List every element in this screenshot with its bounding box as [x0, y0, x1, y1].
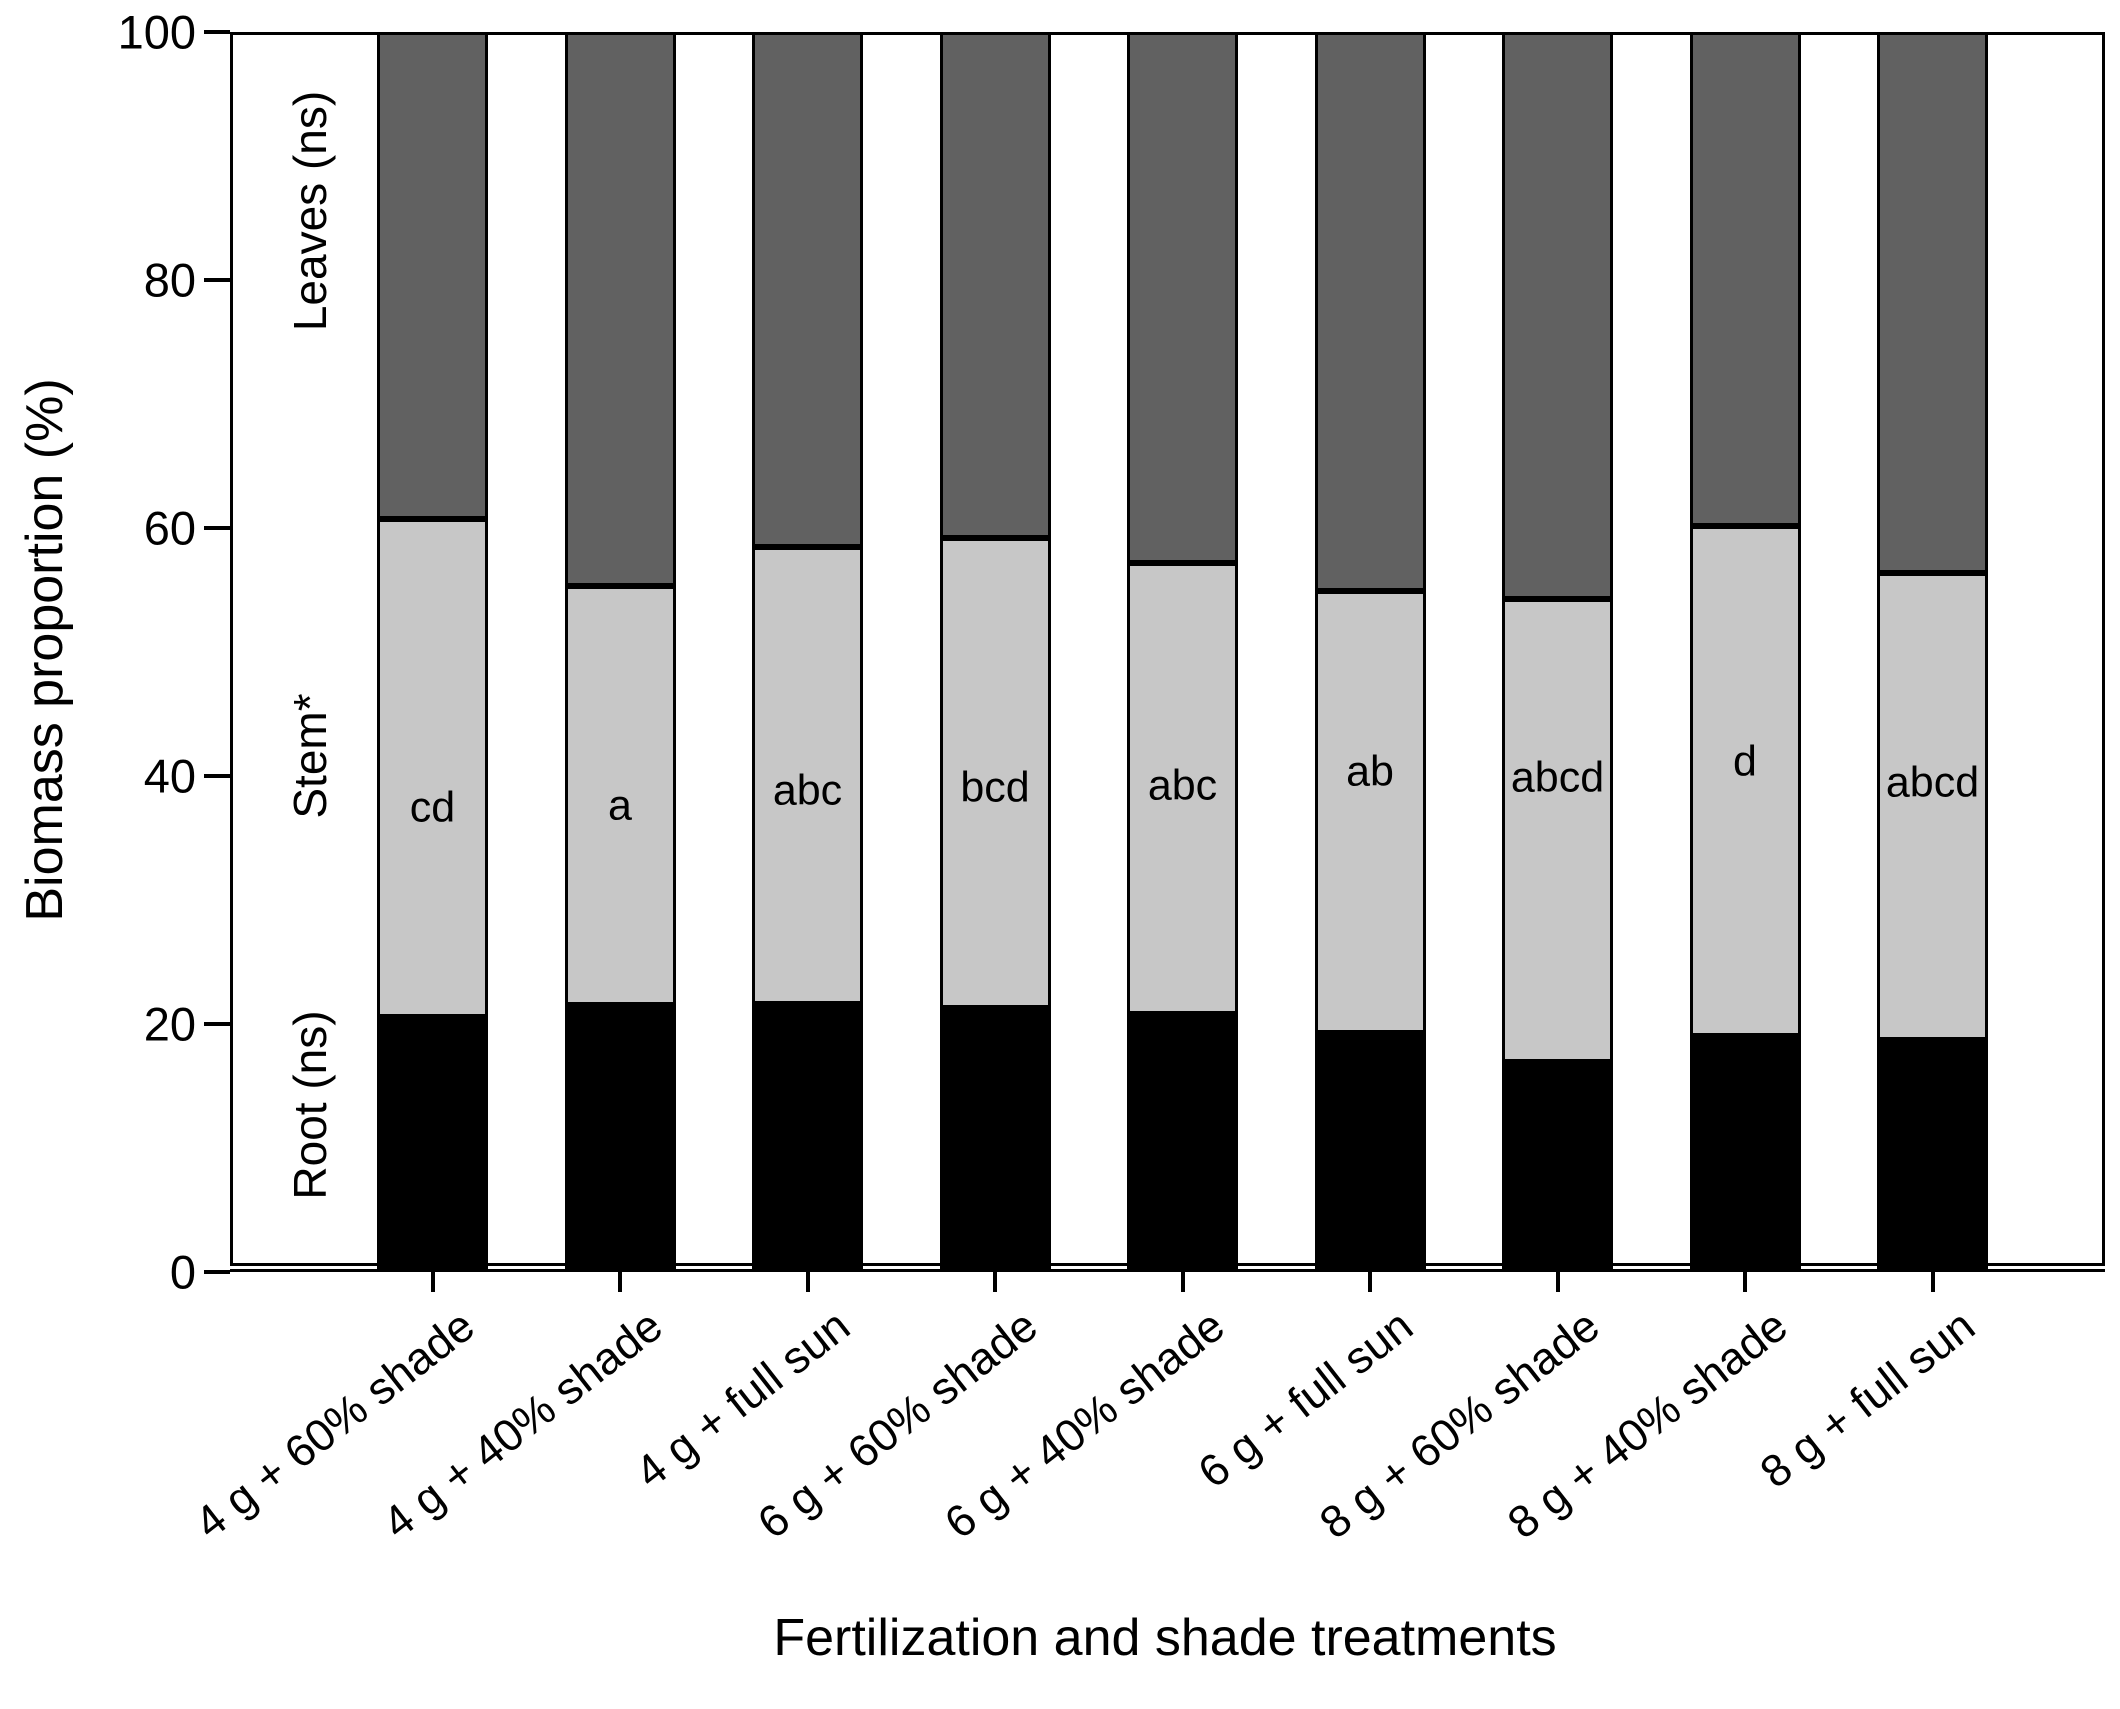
bar-segment: [752, 32, 863, 547]
bar-segment: [1689, 1036, 1801, 1272]
bar-segment: [1127, 1014, 1238, 1272]
bar-segment: [564, 1005, 676, 1272]
bar-segment: [1314, 1032, 1426, 1272]
significance-letter: a: [608, 781, 632, 830]
bar-segment: [564, 32, 676, 587]
significance-letter: cd: [409, 783, 456, 832]
bar-segment: [1127, 32, 1238, 563]
bar-segment: [752, 546, 863, 1005]
bar-segment: [564, 586, 676, 1006]
bar-segment: [1314, 32, 1426, 592]
y-tick-mark: [204, 774, 230, 778]
x-tick-mark: [1743, 1272, 1747, 1292]
x-tick-mark: [430, 1272, 435, 1292]
bar-segment: [377, 519, 488, 1017]
x-axis-title: Fertilization and shade treatments: [773, 1609, 1557, 1667]
significance-letter: abc: [1147, 761, 1218, 810]
bar-segment: [377, 32, 488, 520]
bar-segment: [939, 537, 1051, 1008]
segment-name-label: Root (ns): [284, 1010, 336, 1200]
y-tick-mark: [204, 30, 230, 34]
x-tick-mark: [1180, 1272, 1185, 1292]
x-tick-mark: [805, 1272, 810, 1292]
x-tick-mark: [1368, 1272, 1372, 1292]
x-tick-mark: [1555, 1272, 1560, 1292]
bar-segment: [1877, 32, 1988, 573]
y-tick-mark: [204, 278, 230, 282]
bar-segment: [1877, 1040, 1988, 1272]
segment-name-label: Stem*: [284, 693, 336, 819]
bar-segment: [939, 1007, 1051, 1272]
y-tick-mark: [204, 1270, 230, 1274]
y-tick-label: 100: [117, 5, 196, 59]
y-tick-mark: [204, 526, 230, 530]
bar-segment: [752, 1004, 863, 1272]
y-tick-mark: [204, 1022, 230, 1026]
y-tick-label: 40: [143, 749, 196, 803]
bar-segment: [1127, 562, 1238, 1015]
bar-segment: [1314, 591, 1426, 1033]
significance-letter: abcd: [1510, 753, 1605, 802]
bar-segment: [377, 1016, 488, 1272]
y-tick-label: 0: [169, 1245, 196, 1299]
bar-segment: [1502, 598, 1613, 1063]
y-axis-title: Biomass proportion (%): [16, 378, 74, 922]
y-tick-label: 20: [143, 997, 196, 1051]
bar-segment: [1689, 32, 1801, 526]
significance-letter: d: [1733, 737, 1757, 786]
bar-segment: [1877, 572, 1988, 1041]
x-tick-mark: [1930, 1272, 1935, 1292]
significance-letter: abcd: [1885, 758, 1980, 807]
significance-letter: ab: [1346, 747, 1394, 796]
segment-name-label: Leaves (ns): [284, 90, 336, 331]
x-tick-mark: [993, 1272, 997, 1292]
y-tick-label: 60: [143, 501, 196, 555]
bar-segment: [1502, 32, 1613, 599]
significance-letter: bcd: [960, 763, 1030, 812]
bar-segment: [1689, 525, 1801, 1037]
x-tick-mark: [618, 1272, 622, 1292]
bar-segment: [1502, 1062, 1613, 1272]
y-tick-label: 80: [143, 253, 196, 307]
bar-segment: [939, 32, 1051, 538]
significance-letter: abc: [772, 766, 843, 815]
